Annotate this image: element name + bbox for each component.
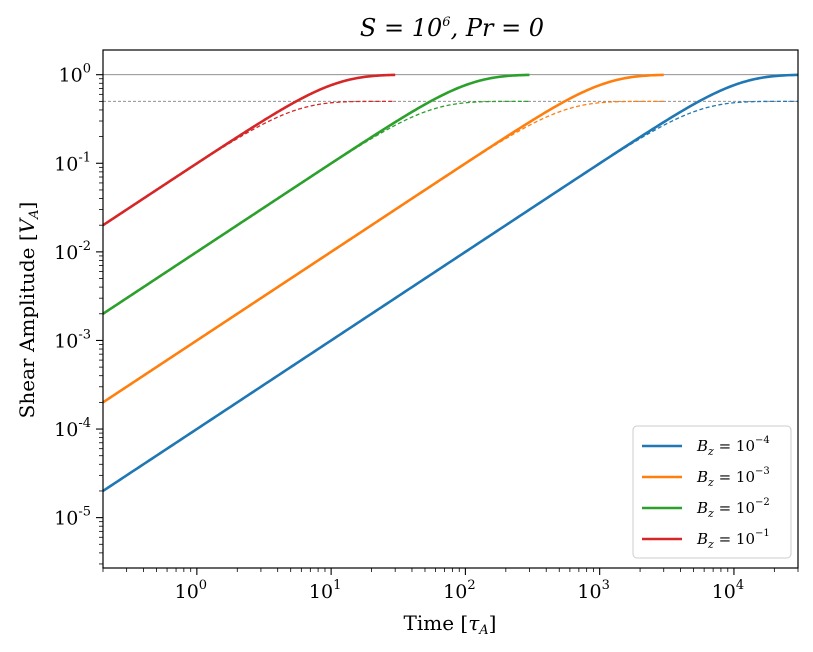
chart-title: S = 106, Pr = 0 [360, 14, 544, 42]
y-axis-label: Shear Amplitude [VA] [15, 202, 42, 419]
legend-box [632, 425, 792, 559]
legend-label-4: Bz = 10−1 [696, 528, 770, 551]
y-tick-label: 10-1 [54, 150, 91, 175]
x-tick-label: 104 [712, 578, 744, 603]
series-line-4-dashed [102, 100, 396, 226]
legend: Bz = 10−4 Bz = 10−3 Bz = 10−2 Bz = 10−1 [632, 425, 792, 559]
reference-lines [103, 74, 798, 102]
x-tick-label: 102 [443, 578, 475, 603]
x-tick-label: 103 [577, 578, 609, 603]
plot-frame [102, 49, 799, 569]
series-line-3-solid [102, 73, 530, 315]
series-layer [102, 73, 799, 493]
x-axis: 100 101 102 103 104 [102, 568, 799, 603]
y-axis: 10-5 10-4 10-3 10-2 10-1 100 [54, 62, 103, 565]
legend-label-1: Bz = 10−4 [696, 435, 770, 458]
series-line-4-solid [102, 73, 396, 227]
y-tick-label: 10-4 [54, 416, 91, 441]
y-tick-label: 10-2 [54, 239, 91, 264]
y-tick-label: 10-3 [54, 327, 91, 352]
series-line-2-dashed [102, 100, 664, 403]
y-tick-label: 10-5 [54, 505, 91, 530]
series-line-1-dashed [102, 100, 798, 492]
x-tick-label: 101 [309, 578, 341, 603]
series-line-3-dashed [102, 100, 530, 315]
y-tick-label: 100 [59, 62, 91, 87]
series-line-2-solid [102, 73, 664, 404]
legend-label-2: Bz = 10−3 [696, 466, 770, 489]
legend-label-3: Bz = 10−2 [696, 497, 770, 520]
x-axis-label: Time [τA] [404, 611, 497, 638]
x-tick-label: 100 [175, 578, 207, 603]
